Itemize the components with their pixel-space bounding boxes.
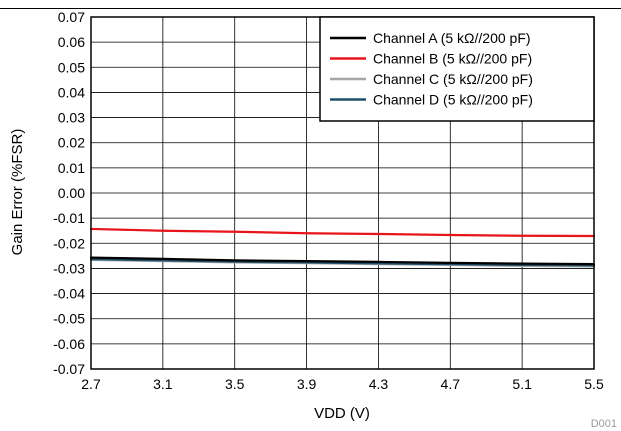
y-tick-label: -0.03 (53, 260, 85, 276)
series-line-a (89, 256, 596, 266)
y-tick-label: 0.03 (58, 110, 85, 126)
y-tick-label: -0.01 (53, 210, 85, 226)
y-tick-label: 0.00 (58, 185, 85, 201)
x-tick-label: 4.3 (369, 376, 389, 392)
y-tick-label: 0.02 (58, 135, 85, 151)
x-tick-label: 5.1 (512, 376, 532, 392)
legend-label: Channel B (5 kΩ//200 pF) (373, 51, 532, 67)
x-tick-label: 3.9 (297, 376, 317, 392)
legend-label: Channel A (5 kΩ//200 pF) (373, 30, 531, 46)
x-tick-label: 5.5 (584, 376, 604, 392)
legend-label: Channel C (5 kΩ//200 pF) (373, 71, 533, 87)
x-axis-title: VDD (V) (314, 405, 370, 422)
y-tick-label: 0.04 (58, 84, 85, 100)
y-tick-label: -0.04 (53, 286, 85, 302)
x-tick-label: 3.1 (153, 376, 173, 392)
figure-code: D001 (591, 418, 617, 430)
y-tick-labels: 0.07 0.06 0.05 0.04 0.03 0.02 0.01 0.00 -0.01 -0.… (53, 9, 85, 377)
y-tick-label: -0.02 (53, 235, 85, 251)
x-tick-label: 3.5 (225, 376, 245, 392)
y-tick-label: -0.06 (53, 336, 85, 352)
y-tick-label: -0.05 (53, 311, 85, 327)
y-tick-label: -0.07 (53, 361, 85, 377)
y-tick-label: 0.01 (58, 160, 85, 176)
y-tick-label: 0.06 (58, 34, 85, 50)
x-tick-labels: 2.7 3.1 3.5 3.9 4.3 4.7 5.1 5.5 (81, 376, 604, 392)
y-axis-title: Gain Error (%FSR) (9, 129, 26, 256)
legend: Channel A (5 kΩ//200 pF) Channel B (5 kΩ/… (319, 16, 595, 122)
series-line-b (89, 227, 596, 238)
series-layer (89, 227, 596, 268)
y-tick-label: 0.05 (58, 59, 85, 75)
x-tick-label: 4.7 (441, 376, 461, 392)
legend-label: Channel D (5 kΩ//200 pF) (373, 92, 533, 108)
y-tick-label: 0.07 (58, 9, 85, 25)
x-tick-label: 2.7 (81, 376, 101, 392)
series-line-d (89, 258, 596, 267)
legend-box (319, 16, 595, 122)
